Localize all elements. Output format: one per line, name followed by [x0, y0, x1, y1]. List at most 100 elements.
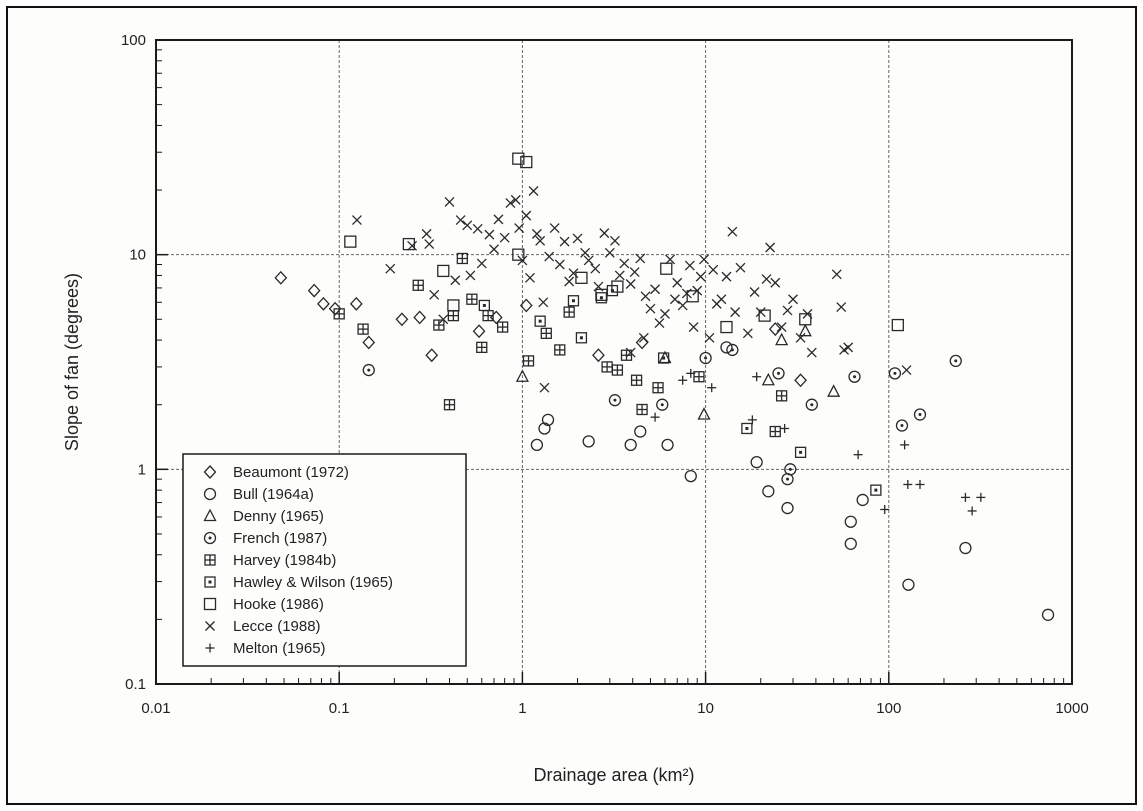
data-point [544, 251, 555, 262]
data-point [895, 419, 909, 432]
data-point [517, 255, 528, 266]
data-point [421, 228, 432, 239]
data-point [493, 214, 504, 225]
data-point [735, 262, 746, 273]
data-point [583, 255, 594, 266]
data-point [619, 258, 630, 269]
data-point [412, 279, 424, 291]
data-point [472, 324, 486, 339]
data-point [349, 296, 363, 311]
data-point [768, 322, 782, 337]
data-point [776, 322, 787, 333]
data-point [645, 303, 656, 314]
data-point [538, 297, 549, 308]
data-point [853, 450, 863, 460]
data-point [741, 422, 753, 435]
data-point [805, 398, 818, 411]
data-point [413, 310, 427, 325]
data-point [608, 394, 622, 407]
data-point [601, 361, 613, 373]
data-point [514, 223, 525, 234]
data-point [520, 155, 533, 169]
data-point [535, 235, 546, 246]
data-point [328, 301, 342, 316]
data-point [660, 262, 673, 275]
data-point [362, 363, 375, 377]
legend-marker [203, 531, 217, 545]
data-point [489, 244, 499, 255]
legend-entry-label: Lecce (1988) [233, 618, 321, 635]
data-point [758, 309, 771, 322]
data-point [684, 260, 695, 271]
data-point [450, 275, 461, 286]
data-point [568, 268, 579, 279]
data-point [665, 254, 676, 265]
data-point [677, 300, 688, 311]
data-point [795, 332, 806, 343]
y-tick-label: 1 [138, 461, 146, 478]
data-point [522, 355, 535, 367]
legend-entry-label: Hawley & Wilson (1965) [233, 574, 393, 591]
data-point [344, 235, 357, 248]
data-point [554, 344, 566, 356]
data-point [959, 541, 972, 555]
data-point [625, 347, 636, 358]
data-point [559, 236, 570, 247]
data-point [802, 308, 813, 319]
data-point [625, 279, 636, 289]
data-point [466, 293, 478, 305]
legend-entry-label: Bull (1964a) [233, 486, 314, 503]
series-circle [530, 341, 1055, 621]
data-point [716, 294, 727, 305]
data-point [742, 328, 753, 339]
data-points [274, 152, 1055, 621]
data-point [484, 229, 495, 240]
x-tick-label: 1 [518, 700, 526, 717]
data-point [697, 407, 711, 420]
legend-box [182, 453, 467, 667]
data-point [634, 425, 647, 438]
data-point [650, 284, 661, 295]
data-point [582, 435, 595, 448]
data-point [624, 438, 637, 452]
data-point [541, 413, 555, 427]
legend-marker [203, 597, 217, 611]
data-point [788, 294, 798, 305]
data-point [274, 270, 288, 285]
data-point [902, 578, 915, 591]
data-point [692, 285, 703, 296]
data-point [769, 425, 781, 438]
data-point [528, 186, 539, 196]
data-point [681, 288, 692, 299]
data-point [604, 247, 615, 258]
data-point [770, 277, 781, 288]
data-point [708, 264, 719, 275]
data-point [530, 438, 544, 452]
data-point [781, 501, 794, 515]
data-point [611, 280, 624, 293]
data-point [900, 440, 910, 450]
data-point [699, 351, 712, 365]
series-boxed-dot [478, 284, 882, 496]
data-point [1041, 608, 1055, 621]
data-point [836, 302, 847, 313]
axis-ticks: 0.01 0.1 1 10 100 1000 0.1 1 10 100 [121, 32, 1089, 717]
data-point [465, 270, 476, 281]
data-point [630, 374, 643, 386]
data-point [843, 342, 854, 353]
data-point [534, 315, 546, 327]
data-point [870, 484, 882, 496]
data-point [462, 220, 473, 231]
data-point [525, 272, 535, 283]
data-point [636, 403, 648, 416]
data-point [444, 197, 455, 207]
data-point [915, 479, 925, 489]
data-point [539, 382, 550, 393]
legend-entry-label: Beaumont (1972) [233, 464, 349, 481]
x-axis-label: Drainage area (km²) [533, 765, 694, 785]
data-point [752, 372, 762, 382]
data-point [515, 369, 529, 382]
series-triangle [515, 323, 841, 420]
data-point [699, 254, 709, 265]
data-point [395, 312, 409, 327]
